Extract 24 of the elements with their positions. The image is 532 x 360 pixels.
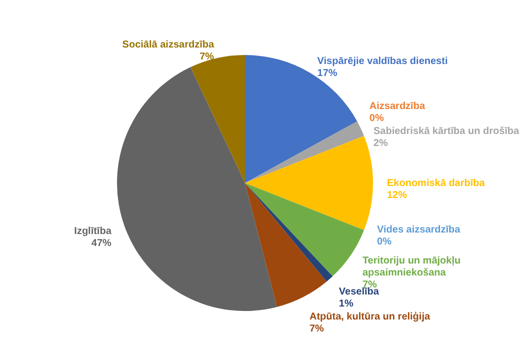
text: 0% (369, 113, 384, 124)
pie-slice (117, 67, 277, 311)
data-label: 7% (309, 323, 324, 334)
pie-slice (245, 183, 333, 282)
data-label: 47% (91, 238, 112, 250)
pie-slice (245, 183, 364, 276)
slice-label: Izglītība (74, 226, 112, 238)
slice-label: Ekonomiskā darbība (387, 178, 486, 189)
slice-label: Sabiedriskā kārtība un drošība (373, 126, 520, 138)
slice-label: Teritoriju un mājokļu apsaimniekošana (362, 255, 461, 278)
data-label: 7% (200, 51, 214, 62)
pie-slice (245, 121, 364, 183)
pie-slice (245, 183, 327, 307)
slice-label: Atpūta, kultūra un reliģija (309, 311, 430, 322)
data-label: 1% (338, 298, 354, 310)
category-label: Aizsardzība (369, 101, 426, 112)
category-label: Vides aizsardzība (377, 224, 460, 236)
slice-label: Vispārējie valdības dienesti (317, 56, 448, 67)
text: 0% (377, 236, 392, 248)
slice-label: Sociālā aizsardzība (122, 39, 214, 50)
data-label: 17% (317, 68, 338, 79)
data-label: 2% (373, 138, 388, 150)
data-label: 12% (387, 190, 408, 201)
pie-slice (245, 136, 373, 230)
